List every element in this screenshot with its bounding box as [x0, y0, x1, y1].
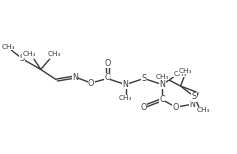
Text: O: O — [141, 103, 147, 112]
Text: N: N — [189, 100, 195, 109]
Text: N: N — [123, 80, 128, 89]
Text: CH₃: CH₃ — [178, 68, 192, 74]
Text: C: C — [104, 73, 110, 82]
Text: CH₃: CH₃ — [119, 95, 132, 101]
Text: O: O — [88, 79, 94, 87]
Text: O: O — [104, 59, 110, 68]
Text: CH₃: CH₃ — [197, 107, 210, 113]
Text: S: S — [141, 74, 146, 83]
Text: O: O — [173, 103, 179, 112]
Text: N: N — [159, 80, 165, 89]
Text: CH₃: CH₃ — [155, 74, 169, 80]
Text: CH₃: CH₃ — [174, 71, 187, 77]
Text: N: N — [72, 73, 78, 81]
Text: CH₃: CH₃ — [48, 51, 61, 57]
Text: S: S — [20, 54, 25, 63]
Text: CH₃: CH₃ — [23, 51, 36, 57]
Text: C: C — [160, 95, 165, 104]
Text: CH₃: CH₃ — [2, 44, 15, 50]
Text: S: S — [192, 92, 197, 101]
